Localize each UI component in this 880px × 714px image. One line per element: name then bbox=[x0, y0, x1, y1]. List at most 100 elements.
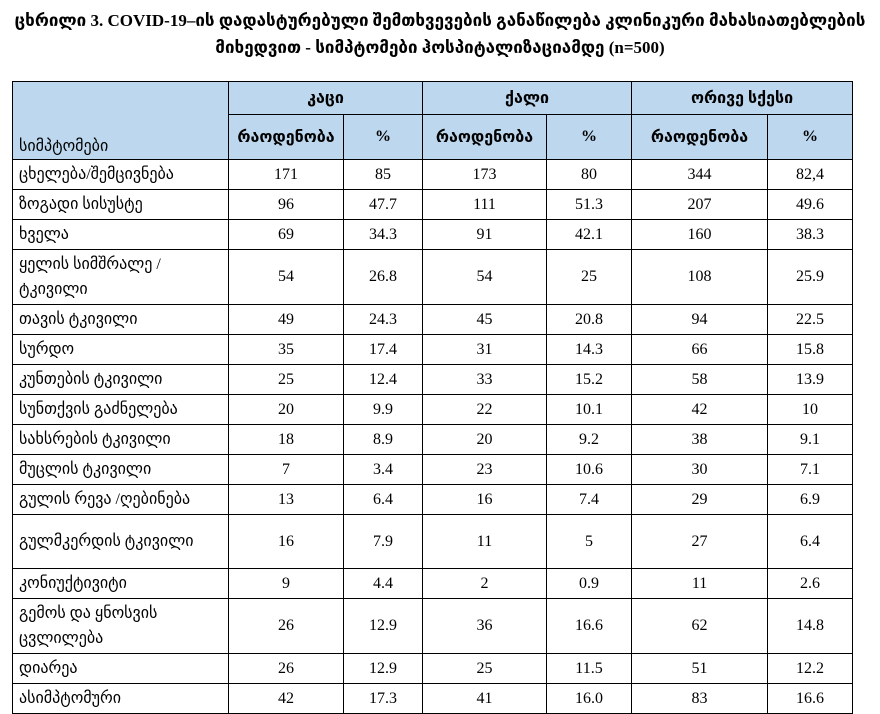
value-cell: 16 bbox=[422, 484, 547, 515]
table-title-line1: ცხრილი 3. COVID-19–ის დადასტურებული შემთ… bbox=[14, 11, 866, 30]
value-cell: 29 bbox=[631, 484, 769, 515]
value-cell: 3.4 bbox=[343, 454, 423, 485]
symptom-label: დიარეა bbox=[12, 653, 229, 684]
value-cell: 20 bbox=[422, 424, 547, 455]
value-cell: 38 bbox=[631, 424, 769, 455]
table-row: ხველა 69 34.3 91 42.1 160 38.3 bbox=[12, 219, 854, 250]
value-cell: 12.4 bbox=[343, 364, 423, 395]
symptoms-column-header: სიმპტომები bbox=[12, 81, 229, 160]
value-cell: 171 bbox=[228, 159, 344, 190]
value-cell: 17.4 bbox=[343, 334, 423, 365]
group-header-women: ქალი bbox=[421, 81, 633, 115]
value-cell: 62 bbox=[631, 598, 769, 654]
value-cell: 26.8 bbox=[343, 249, 423, 305]
value-cell: 5 bbox=[545, 514, 633, 569]
value-cell: 7 bbox=[228, 454, 344, 485]
table-row: მუცლის ტკივილი 7 3.4 23 10.6 30 7.1 bbox=[12, 454, 854, 485]
value-cell: 51 bbox=[631, 653, 769, 684]
value-cell: 45 bbox=[422, 304, 547, 335]
table-row: დიარეა 26 12.9 25 11.5 51 12.2 bbox=[12, 653, 854, 684]
value-cell: 42 bbox=[631, 394, 769, 425]
value-cell: 11.5 bbox=[545, 653, 633, 684]
table-row: გულმკერდის ტკივილი 16 7.9 11 5 27 6.4 bbox=[12, 514, 854, 569]
table-row: სახსრების ტკივილი 18 8.9 20 9.2 38 9.1 bbox=[12, 424, 854, 455]
value-cell: 8.9 bbox=[343, 424, 423, 455]
symptom-label: სურდო bbox=[12, 334, 229, 365]
value-cell: 6.4 bbox=[767, 514, 854, 569]
value-cell: 80 bbox=[545, 159, 633, 190]
men-percent-header: % bbox=[343, 114, 423, 160]
table-row: გემოს და ყნოსვის ცვლილება 26 12.9 36 16.6 62 1… bbox=[12, 598, 854, 654]
value-cell: 12.9 bbox=[343, 653, 423, 684]
table-title: ცხრილი 3. COVID-19–ის დადასტურებული შემთ… bbox=[0, 0, 880, 61]
value-cell: 51.3 bbox=[545, 189, 633, 220]
sub-header-row: რაოდენობა % რაოდენობა % რაოდენობა % bbox=[13, 114, 854, 160]
value-cell: 2 bbox=[422, 568, 547, 599]
value-cell: 9.9 bbox=[343, 394, 423, 425]
value-cell: 42.1 bbox=[545, 219, 633, 250]
value-cell: 91 bbox=[422, 219, 547, 250]
value-cell: 9.2 bbox=[545, 424, 633, 455]
value-cell: 7.9 bbox=[343, 514, 423, 569]
value-cell: 33 bbox=[422, 364, 547, 395]
value-cell: 10.1 bbox=[545, 394, 633, 425]
value-cell: 14.3 bbox=[545, 334, 633, 365]
symptom-label: ცხელება/შემცივნება bbox=[12, 159, 229, 190]
value-cell: 12.2 bbox=[767, 653, 854, 684]
value-cell: 47.7 bbox=[343, 189, 423, 220]
table-row: გულის რევა /ღებინება 13 6.4 16 7.4 29 6.9 bbox=[12, 484, 854, 515]
symptom-label: კონიუქტივიტი bbox=[12, 568, 229, 599]
women-count-header: რაოდენობა bbox=[422, 114, 547, 160]
value-cell: 30 bbox=[631, 454, 769, 485]
value-cell: 82,4 bbox=[767, 159, 854, 190]
value-cell: 42 bbox=[228, 683, 344, 714]
value-cell: 16.6 bbox=[545, 598, 633, 654]
value-cell: 34.3 bbox=[343, 219, 423, 250]
table-title-line2: მიხედვით - სიმპტომები ჰოსპიტალიზაციამდე … bbox=[215, 38, 665, 57]
value-cell: 160 bbox=[631, 219, 769, 250]
value-cell: 15.2 bbox=[545, 364, 633, 395]
value-cell: 173 bbox=[422, 159, 547, 190]
value-cell: 16 bbox=[228, 514, 344, 569]
value-cell: 10 bbox=[767, 394, 854, 425]
value-cell: 17.3 bbox=[343, 683, 423, 714]
value-cell: 16.6 bbox=[767, 683, 854, 714]
symptom-label: მუცლის ტკივილი bbox=[12, 454, 229, 485]
value-cell: 20.8 bbox=[545, 304, 633, 335]
symptom-label: ხველა bbox=[12, 219, 229, 250]
value-cell: 15.8 bbox=[767, 334, 854, 365]
value-cell: 25 bbox=[228, 364, 344, 395]
value-cell: 49.6 bbox=[767, 189, 854, 220]
symptom-label: გემოს და ყნოსვის ცვლილება bbox=[12, 598, 229, 654]
value-cell: 111 bbox=[422, 189, 547, 220]
value-cell: 108 bbox=[631, 249, 769, 305]
value-cell: 49 bbox=[228, 304, 344, 335]
value-cell: 38.3 bbox=[767, 219, 854, 250]
value-cell: 24.3 bbox=[343, 304, 423, 335]
value-cell: 0.9 bbox=[545, 568, 633, 599]
value-cell: 23 bbox=[422, 454, 547, 485]
value-cell: 26 bbox=[228, 598, 344, 654]
table-header: სიმპტომები კაცი ქალი ორივე სქესი რაოდენო… bbox=[12, 81, 854, 160]
value-cell: 18 bbox=[228, 424, 344, 455]
symptom-label: სახსრების ტკივილი bbox=[12, 424, 229, 455]
group-header-row: სიმპტომები კაცი ქალი ორივე სქესი bbox=[12, 81, 854, 160]
value-cell: 31 bbox=[422, 334, 547, 365]
value-cell: 96 bbox=[228, 189, 344, 220]
value-cell: 344 bbox=[631, 159, 769, 190]
value-cell: 41 bbox=[422, 683, 547, 714]
table-row: თავის ტკივილი 49 24.3 45 20.8 94 22.5 bbox=[12, 304, 854, 335]
table-row: კუნთების ტკივილი 25 12.4 33 15.2 58 13.9 bbox=[12, 364, 854, 395]
symptom-label: ზოგადი სისუსტე bbox=[12, 189, 229, 220]
men-count-header: რაოდენობა bbox=[228, 114, 344, 160]
table-row: ასიმპტომური 42 17.3 41 16.0 83 16.6 bbox=[12, 683, 854, 714]
value-cell: 58 bbox=[631, 364, 769, 395]
symptom-label: ასიმპტომური bbox=[12, 683, 229, 714]
value-cell: 25 bbox=[422, 653, 547, 684]
value-cell: 25 bbox=[545, 249, 633, 305]
value-cell: 11 bbox=[422, 514, 547, 569]
value-cell: 14.8 bbox=[767, 598, 854, 654]
value-cell: 22 bbox=[422, 394, 547, 425]
value-cell: 12.9 bbox=[343, 598, 423, 654]
symptoms-table-body: ცხელება/შემცივნება 171 85 173 80 344 82,4 ზოგად… bbox=[12, 159, 854, 714]
